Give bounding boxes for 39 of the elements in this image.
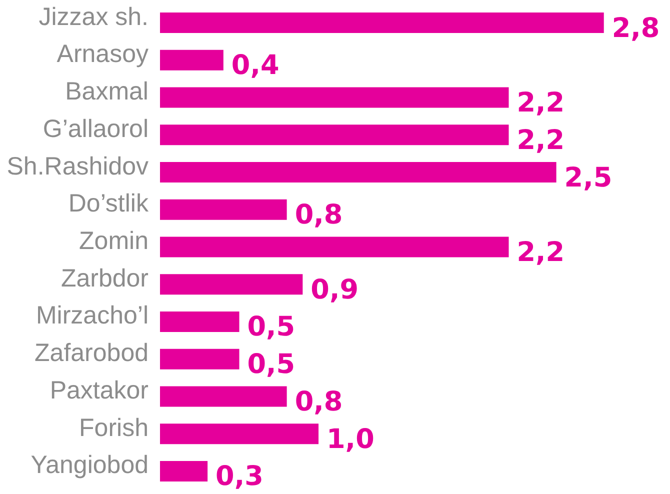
data-label: 2,8 bbox=[612, 12, 660, 44]
y-tick-label: Zarbdor bbox=[60, 264, 148, 292]
data-label: 0,3 bbox=[216, 461, 264, 492]
bar bbox=[160, 274, 303, 295]
data-label: 2,2 bbox=[516, 124, 565, 156]
y-tick-label: Arnasoy bbox=[56, 40, 149, 68]
y-tick-label: Baxmal bbox=[65, 78, 148, 106]
y-tick-label: G’allaorol bbox=[42, 114, 148, 143]
y-tick-label: Jizzax sh. bbox=[38, 2, 148, 31]
bar bbox=[160, 199, 287, 220]
y-tick-label: Sh.Rashidov bbox=[6, 152, 149, 180]
data-label: 1,0 bbox=[326, 424, 374, 455]
bar bbox=[160, 50, 224, 70]
bar bbox=[160, 311, 240, 332]
y-tick-label: Do’stlik bbox=[68, 190, 149, 218]
bar bbox=[160, 162, 556, 183]
bar bbox=[160, 12, 604, 34]
bar bbox=[160, 386, 287, 407]
bar bbox=[160, 424, 319, 444]
bar bbox=[160, 348, 240, 370]
data-label: 0,4 bbox=[231, 50, 280, 82]
y-tick-label: Zomin bbox=[79, 227, 148, 255]
data-label: 2,5 bbox=[564, 162, 612, 194]
y-tick-label: Zafarobod bbox=[34, 339, 148, 368]
data-label: 0,9 bbox=[310, 274, 359, 306]
bar bbox=[160, 124, 509, 146]
y-tick-label: Forish bbox=[79, 414, 148, 442]
bar bbox=[160, 460, 208, 482]
bar bbox=[160, 87, 509, 108]
data-label: 0,8 bbox=[294, 386, 343, 418]
data-label: 0,5 bbox=[247, 312, 296, 343]
y-tick-label: Mirzacho’l bbox=[36, 302, 148, 330]
data-label: 0,5 bbox=[247, 349, 296, 380]
y-tick-label: Paxtakor bbox=[50, 376, 148, 404]
y-tick-label: Yangiobod bbox=[30, 451, 148, 480]
data-label: 2,2 bbox=[516, 237, 565, 268]
data-label: 0,8 bbox=[294, 200, 343, 231]
bar bbox=[160, 236, 509, 258]
data-label: 2,2 bbox=[516, 88, 565, 118]
